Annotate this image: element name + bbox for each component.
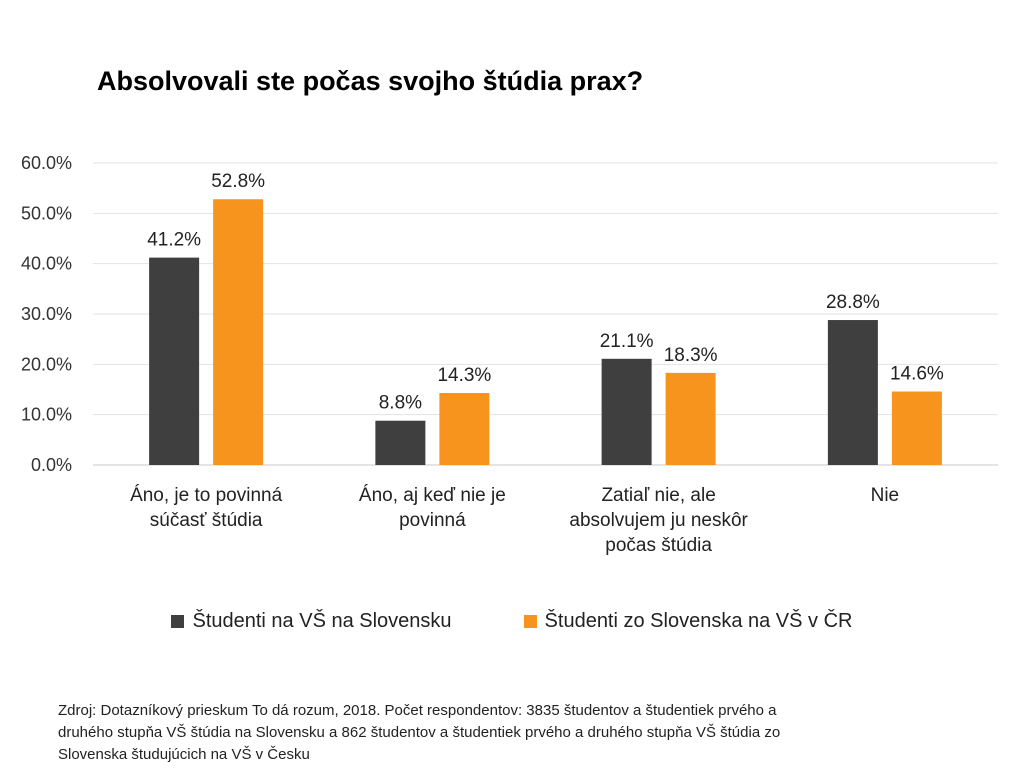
chart-title: Absolvovali ste počas svojho štúdia prax…: [97, 66, 644, 96]
category-label: povinná: [399, 510, 466, 531]
data-label: 8.8%: [379, 393, 422, 414]
category-label: absolvujem ju neskôr: [569, 510, 748, 531]
category-label: súčasť štúdia: [150, 510, 263, 531]
bar: [891, 391, 942, 465]
legend-label-series-1: Študenti na VŠ na Slovensku: [192, 610, 452, 632]
bar: [665, 372, 716, 465]
legend-label-series-2: Študenti zo Slovenska na VŠ v ČR: [544, 610, 853, 632]
bar: [827, 320, 878, 465]
bar: [601, 358, 652, 465]
bar: [213, 199, 264, 466]
legend-item-series-2: Študenti zo Slovenska na VŠ v ČR: [523, 610, 853, 633]
data-label: 52.8%: [211, 171, 265, 192]
bar: [439, 393, 490, 465]
data-label: 41.2%: [147, 230, 201, 251]
category-label: počas štúdia: [605, 535, 712, 556]
data-label: 21.1%: [600, 331, 654, 352]
y-tick-label: 40.0%: [21, 254, 72, 274]
legend-swatch-series-2: [523, 615, 537, 628]
category-label: Áno, je to povinná: [130, 485, 283, 506]
data-label: 28.8%: [826, 292, 880, 313]
legend-item-series-1: Študenti na VŠ na Slovensku: [171, 610, 452, 633]
data-label: 14.3%: [437, 365, 491, 386]
bars: [149, 199, 942, 466]
category-label: Nie: [871, 485, 900, 506]
bar: [149, 257, 200, 465]
data-label: 18.3%: [664, 345, 718, 366]
y-tick-label: 50.0%: [21, 203, 72, 223]
y-tick-label: 0.0%: [31, 455, 72, 475]
category-labels: Áno, je to povinná súčasť štúdia Áno, aj k…: [130, 485, 899, 556]
data-labels: 41.2% 52.8% 8.8% 14.3% 21.1% 18.3% 28.8% 14.6%: [147, 171, 944, 413]
legend: Študenti na VŠ na Slovensku Študenti zo …: [0, 610, 1024, 633]
y-tick-label: 30.0%: [21, 304, 72, 324]
y-axis-ticks: 0.0% 10.0% 20.0% 30.0% 40.0% 50.0% 60.0%: [21, 153, 72, 475]
y-tick-label: 10.0%: [21, 405, 72, 425]
y-tick-label: 60.0%: [21, 153, 72, 173]
category-label: Áno, aj keď nie je: [359, 485, 506, 506]
y-tick-label: 20.0%: [21, 354, 72, 374]
category-label: Zatiaľ nie, ale: [601, 485, 715, 506]
bar: [375, 420, 426, 465]
source-note: Zdroj: Dotazníkový prieskum To dá rozum,…: [58, 702, 781, 763]
data-label: 14.6%: [890, 364, 944, 385]
bar-chart: 0.0% 10.0% 20.0% 30.0% 40.0% 50.0% 60.0% 41.2%…: [21, 153, 998, 556]
legend-swatch-series-1: [171, 615, 185, 628]
